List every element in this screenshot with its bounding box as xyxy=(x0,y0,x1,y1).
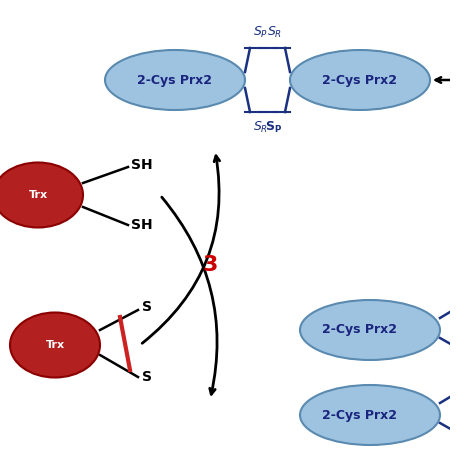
Ellipse shape xyxy=(105,50,245,110)
Text: $\mathbf{S_P}$: $\mathbf{S_P}$ xyxy=(265,120,282,135)
Ellipse shape xyxy=(290,50,430,110)
Text: 2-Cys Prx2: 2-Cys Prx2 xyxy=(322,409,398,421)
Text: $S_R$: $S_R$ xyxy=(253,120,268,135)
Ellipse shape xyxy=(0,163,83,228)
Text: $S_P$: $S_P$ xyxy=(253,25,268,40)
Text: 2-Cys Prx2: 2-Cys Prx2 xyxy=(137,73,212,86)
Text: SH: SH xyxy=(131,158,153,172)
Text: 3: 3 xyxy=(202,255,218,275)
Text: $S_R$: $S_R$ xyxy=(267,25,282,40)
Text: Trx: Trx xyxy=(46,340,64,350)
Ellipse shape xyxy=(300,385,440,445)
Text: 2-Cys Prx2: 2-Cys Prx2 xyxy=(322,323,398,337)
Text: SH: SH xyxy=(131,218,153,232)
Bar xyxy=(0,455,474,474)
Ellipse shape xyxy=(10,312,100,377)
Text: Trx: Trx xyxy=(28,190,47,200)
Ellipse shape xyxy=(300,300,440,360)
Bar xyxy=(450,0,474,474)
Text: S: S xyxy=(142,300,152,314)
Text: S: S xyxy=(142,370,152,384)
Text: 2-Cys Prx2: 2-Cys Prx2 xyxy=(322,73,398,86)
